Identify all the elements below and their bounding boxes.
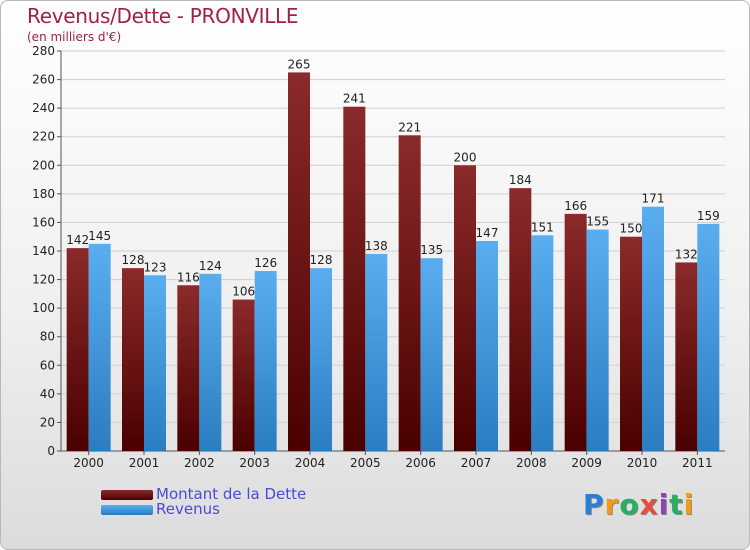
value-label-debt: 200 bbox=[454, 150, 477, 164]
bar-debt bbox=[122, 268, 144, 451]
bar-revenue bbox=[531, 235, 554, 451]
legend-swatch-revenue bbox=[101, 505, 153, 515]
value-label-revenue: 124 bbox=[199, 259, 222, 273]
bar-revenue bbox=[144, 275, 166, 451]
y-tick-label: 0 bbox=[47, 444, 55, 458]
value-label-revenue: 123 bbox=[144, 260, 167, 274]
y-tick-label: 180 bbox=[32, 187, 55, 201]
bar-debt bbox=[454, 165, 476, 452]
value-label-revenue: 171 bbox=[642, 192, 665, 206]
y-tick-label: 280 bbox=[32, 44, 55, 58]
bar-debt bbox=[288, 72, 310, 451]
x-tick-label: 2003 bbox=[239, 456, 270, 470]
value-label-revenue: 145 bbox=[88, 229, 111, 243]
logo-letter: t bbox=[669, 488, 684, 521]
x-tick-label: 2008 bbox=[516, 456, 547, 470]
x-tick-label: 2000 bbox=[73, 456, 104, 470]
logo-letter: i bbox=[683, 488, 695, 521]
x-tick-label: 2005 bbox=[350, 456, 381, 470]
value-label-debt: 150 bbox=[620, 222, 643, 236]
bar-debt bbox=[675, 262, 698, 451]
bar-debt bbox=[66, 248, 89, 451]
x-tick-label: 2006 bbox=[405, 456, 436, 470]
value-label-debt: 116 bbox=[177, 270, 200, 284]
value-label-debt: 106 bbox=[232, 285, 255, 299]
y-tick-label: 120 bbox=[32, 273, 55, 287]
x-tick-label: 2004 bbox=[295, 456, 326, 470]
logo-letter: r bbox=[604, 488, 620, 521]
legend-label-revenue: Revenus bbox=[156, 500, 220, 518]
y-tick-label: 80 bbox=[40, 330, 55, 344]
bar-debt bbox=[177, 285, 200, 451]
y-tick-label: 100 bbox=[32, 301, 55, 315]
bar-debt bbox=[232, 299, 255, 451]
value-label-revenue: 126 bbox=[254, 256, 277, 270]
logo-letter: P bbox=[583, 488, 605, 521]
logo-letter: o bbox=[619, 488, 640, 521]
value-label-debt: 142 bbox=[66, 233, 89, 247]
axes bbox=[57, 50, 725, 455]
x-tick-label: 2011 bbox=[682, 456, 713, 470]
value-label-debt: 128 bbox=[122, 253, 145, 267]
bar-debt bbox=[564, 213, 587, 451]
value-label-revenue: 155 bbox=[586, 215, 609, 229]
value-label-debt: 221 bbox=[398, 120, 421, 134]
grid-lines bbox=[61, 50, 725, 423]
value-label-revenue: 128 bbox=[310, 253, 333, 267]
legend-swatch-debt bbox=[101, 490, 153, 500]
y-tick-label: 60 bbox=[40, 358, 55, 372]
bar-revenue bbox=[88, 243, 111, 451]
value-label-revenue: 147 bbox=[476, 226, 499, 240]
bar-revenue bbox=[476, 241, 498, 451]
value-label-debt: 132 bbox=[675, 247, 698, 261]
logo-letter: i bbox=[658, 488, 670, 521]
logo-letter: x bbox=[639, 488, 659, 521]
bar-revenue bbox=[586, 229, 609, 451]
bar-debt bbox=[398, 135, 421, 452]
proxiti-logo: Proxiti bbox=[583, 488, 694, 521]
x-tick-label: 2002 bbox=[184, 456, 215, 470]
x-tick-label: 2001 bbox=[129, 456, 160, 470]
value-label-revenue: 135 bbox=[420, 243, 443, 257]
bar-revenue bbox=[199, 273, 222, 451]
y-tick-label: 40 bbox=[40, 387, 55, 401]
y-tick-label: 20 bbox=[40, 415, 55, 429]
bar-debt bbox=[509, 188, 532, 451]
chart-title: Revenus/Dette - PRONVILLE bbox=[27, 4, 299, 28]
y-tick-label: 160 bbox=[32, 215, 55, 229]
bar-debt bbox=[620, 236, 642, 451]
value-label-debt: 184 bbox=[509, 173, 532, 187]
x-tick-label: 2007 bbox=[461, 456, 492, 470]
y-tick-label: 140 bbox=[32, 244, 55, 258]
bar-revenue bbox=[697, 223, 720, 451]
bar-revenue bbox=[642, 206, 664, 451]
bar-debt bbox=[343, 106, 366, 451]
bar-revenue bbox=[310, 268, 332, 451]
bar-revenue bbox=[365, 253, 388, 451]
value-label-revenue: 151 bbox=[531, 220, 554, 234]
value-label-debt: 241 bbox=[343, 92, 366, 106]
value-label-debt: 265 bbox=[288, 57, 311, 71]
bars bbox=[66, 72, 720, 452]
value-label-revenue: 138 bbox=[365, 239, 388, 253]
legend-label-debt: Montant de la Dette bbox=[156, 485, 307, 503]
bar-revenue bbox=[254, 271, 277, 451]
labels: 0 20 40 60 80 100 120 140 160 180 200 220 240 260 280 2… bbox=[32, 44, 720, 470]
y-tick-label: 240 bbox=[32, 101, 55, 115]
chart-subtitle: (en milliers d'€) bbox=[27, 30, 122, 44]
value-label-revenue: 159 bbox=[697, 209, 720, 223]
y-tick-label: 260 bbox=[32, 73, 55, 87]
x-tick-label: 2009 bbox=[571, 456, 602, 470]
x-tick-label: 2010 bbox=[627, 456, 658, 470]
y-tick-label: 220 bbox=[32, 130, 55, 144]
bar-revenue bbox=[420, 258, 443, 451]
y-tick-label: 200 bbox=[32, 158, 55, 172]
value-label-debt: 166 bbox=[564, 199, 587, 213]
